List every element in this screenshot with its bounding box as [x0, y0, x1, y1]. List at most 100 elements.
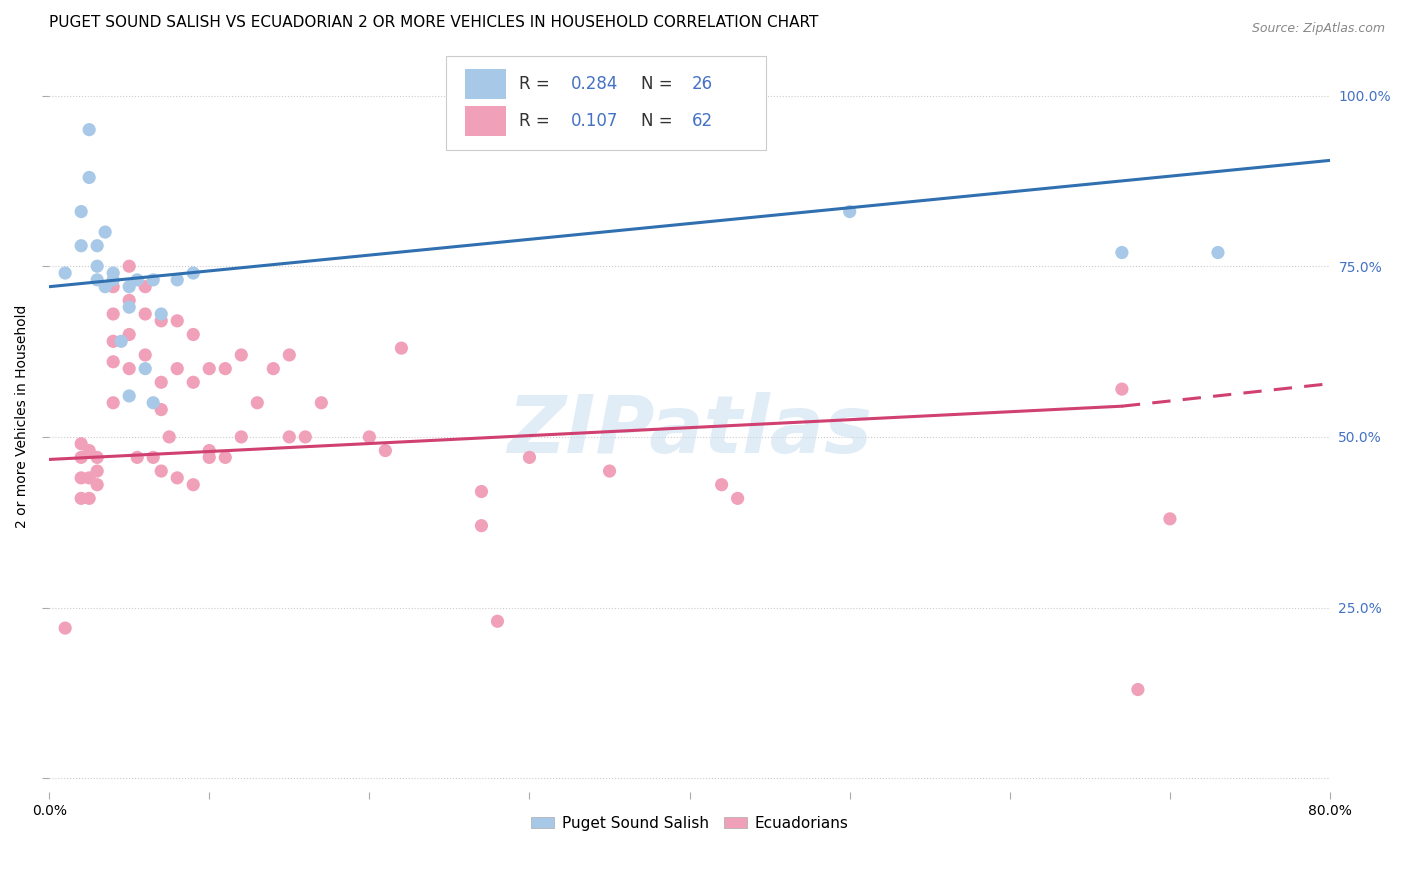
- Point: [214, 450, 236, 465]
- Point: [838, 204, 860, 219]
- Point: [710, 477, 733, 491]
- Point: [166, 361, 188, 376]
- FancyBboxPatch shape: [446, 56, 766, 150]
- Point: [166, 273, 188, 287]
- Point: [231, 430, 253, 444]
- Point: [470, 484, 492, 499]
- Point: [134, 348, 156, 362]
- Point: [77, 122, 100, 136]
- Point: [134, 307, 156, 321]
- Point: [103, 355, 125, 369]
- Text: PUGET SOUND SALISH VS ECUADORIAN 2 OR MORE VEHICLES IN HOUSEHOLD CORRELATION CHA: PUGET SOUND SALISH VS ECUADORIAN 2 OR MO…: [49, 15, 818, 30]
- Point: [53, 266, 76, 280]
- Point: [86, 477, 108, 491]
- Point: [389, 341, 412, 355]
- Point: [486, 614, 509, 628]
- Point: [374, 443, 396, 458]
- Point: [118, 259, 141, 273]
- Text: 0.107: 0.107: [571, 112, 617, 130]
- Text: N =: N =: [641, 75, 678, 93]
- Point: [142, 396, 165, 410]
- Point: [118, 279, 141, 293]
- Point: [311, 396, 333, 410]
- Point: [150, 402, 173, 417]
- Point: [727, 491, 749, 506]
- Text: ZIPatlas: ZIPatlas: [508, 392, 872, 470]
- Point: [103, 279, 125, 293]
- FancyBboxPatch shape: [465, 69, 506, 99]
- Text: 62: 62: [692, 112, 713, 130]
- Point: [198, 443, 221, 458]
- Point: [1159, 512, 1181, 526]
- Point: [53, 621, 76, 635]
- FancyBboxPatch shape: [465, 106, 506, 136]
- Point: [181, 477, 204, 491]
- Point: [118, 300, 141, 314]
- Point: [134, 361, 156, 376]
- Point: [118, 361, 141, 376]
- Point: [118, 327, 141, 342]
- Point: [103, 307, 125, 321]
- Point: [103, 273, 125, 287]
- Point: [94, 279, 117, 293]
- Point: [77, 491, 100, 506]
- Point: [1111, 382, 1133, 396]
- Point: [94, 225, 117, 239]
- Text: 26: 26: [692, 75, 713, 93]
- Point: [86, 450, 108, 465]
- Point: [214, 361, 236, 376]
- Point: [181, 376, 204, 390]
- Text: Source: ZipAtlas.com: Source: ZipAtlas.com: [1251, 22, 1385, 36]
- Point: [150, 307, 173, 321]
- Text: R =: R =: [519, 75, 555, 93]
- Point: [70, 204, 93, 219]
- Point: [231, 348, 253, 362]
- Point: [359, 430, 381, 444]
- Text: 0.284: 0.284: [571, 75, 617, 93]
- Point: [166, 314, 188, 328]
- Point: [110, 334, 132, 349]
- Point: [86, 464, 108, 478]
- Text: R =: R =: [519, 112, 555, 130]
- Legend: Puget Sound Salish, Ecuadorians: Puget Sound Salish, Ecuadorians: [524, 810, 855, 837]
- Point: [198, 450, 221, 465]
- Point: [77, 471, 100, 485]
- Point: [127, 450, 149, 465]
- Point: [519, 450, 541, 465]
- Point: [181, 266, 204, 280]
- Point: [150, 464, 173, 478]
- Point: [181, 327, 204, 342]
- Point: [70, 450, 93, 465]
- Point: [134, 279, 156, 293]
- Point: [70, 491, 93, 506]
- Point: [166, 471, 188, 485]
- Point: [150, 314, 173, 328]
- Point: [1126, 682, 1149, 697]
- Point: [70, 238, 93, 252]
- Text: N =: N =: [641, 112, 678, 130]
- Point: [142, 450, 165, 465]
- Point: [599, 464, 621, 478]
- Point: [262, 361, 284, 376]
- Point: [86, 259, 108, 273]
- Point: [103, 266, 125, 280]
- Point: [278, 348, 301, 362]
- Point: [118, 389, 141, 403]
- Point: [198, 361, 221, 376]
- Point: [70, 471, 93, 485]
- Point: [70, 436, 93, 450]
- Point: [278, 430, 301, 444]
- Point: [157, 430, 180, 444]
- Y-axis label: 2 or more Vehicles in Household: 2 or more Vehicles in Household: [15, 305, 30, 528]
- Point: [1111, 245, 1133, 260]
- Point: [86, 238, 108, 252]
- Point: [86, 273, 108, 287]
- Point: [77, 443, 100, 458]
- Point: [150, 376, 173, 390]
- Point: [103, 334, 125, 349]
- Point: [142, 273, 165, 287]
- Point: [118, 293, 141, 308]
- Point: [294, 430, 316, 444]
- Point: [103, 396, 125, 410]
- Point: [77, 170, 100, 185]
